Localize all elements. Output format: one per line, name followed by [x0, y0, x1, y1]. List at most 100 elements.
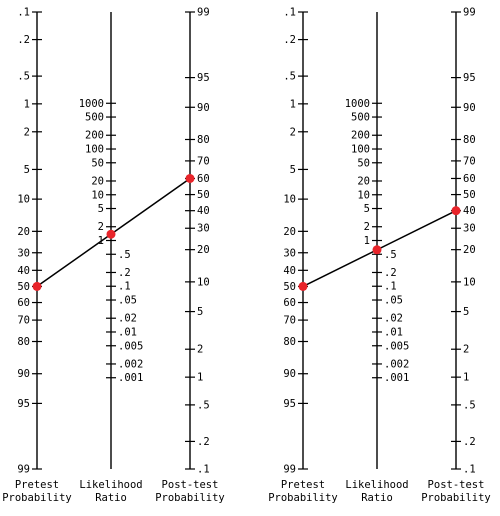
likelihood-tick-label: 1000 — [79, 98, 104, 110]
posttest-tick-label: 1 — [197, 372, 203, 384]
pretest-tick-label: 30 — [283, 247, 296, 259]
likelihood-tick-label: .2 — [118, 267, 131, 279]
likelihood-tick-label: 5 — [364, 203, 370, 215]
likelihood-tick-label: 200 — [85, 130, 104, 142]
likelihood-tick-label: .02 — [384, 313, 403, 325]
pretest-tick-label: 20 — [17, 226, 30, 238]
posttest-tick-label: 10 — [463, 276, 476, 288]
likelihood-tick-label: .005 — [118, 340, 143, 352]
pretest-tick-label: .1 — [17, 7, 30, 19]
posttest-tick-label: 90 — [463, 102, 476, 114]
pretest-tick-label: 99 — [17, 464, 30, 476]
posttest-tick-label: .5 — [197, 399, 210, 411]
posttest-tick-label: 5 — [197, 306, 203, 318]
pretest-axis-title-line-2: Probability — [268, 492, 338, 504]
likelihood-tick-label: .2 — [384, 267, 397, 279]
posttest-tick-label: 2 — [463, 344, 469, 356]
likelihood-axis-title-line-1: Likelihood — [345, 479, 408, 491]
pretest-marker — [32, 281, 42, 291]
pretest-tick-label: 1 — [290, 98, 296, 110]
pretest-tick-label: 95 — [17, 398, 30, 410]
pretest-tick-label: .2 — [17, 34, 30, 46]
pretest-tick-label: 60 — [17, 297, 30, 309]
likelihood-marker — [372, 245, 382, 255]
pretest-tick-label: 2 — [24, 126, 30, 138]
pretest-tick-label: 40 — [283, 265, 296, 277]
likelihood-tick-label: .01 — [118, 326, 137, 338]
posttest-tick-label: 20 — [463, 244, 476, 256]
likelihood-tick-label: .5 — [118, 249, 131, 261]
pretest-tick-label: 80 — [17, 336, 30, 348]
pretest-tick-label: 70 — [283, 315, 296, 327]
pretest-tick-label: 1 — [24, 98, 30, 110]
pretest-tick-label: 10 — [17, 194, 30, 206]
pretest-tick-label: .2 — [283, 34, 296, 46]
pretest-tick-label: 5 — [24, 164, 30, 176]
likelihood-marker — [106, 229, 116, 239]
pretest-tick-label: 80 — [283, 336, 296, 348]
pretest-tick-label: 5 — [290, 164, 296, 176]
posttest-tick-label: 40 — [197, 205, 210, 217]
pretest-tick-label: .5 — [17, 71, 30, 83]
likelihood-tick-label: .1 — [118, 281, 131, 293]
likelihood-tick-label: 100 — [85, 144, 104, 156]
posttest-tick-label: 50 — [463, 189, 476, 201]
likelihood-tick-label: 200 — [351, 130, 370, 142]
likelihood-tick-label: 500 — [351, 112, 370, 124]
nomogram-panel-2: .1 .2 .5 1 2 5 10 20 30 40 50 60 70 80 90 95 99 1000 500 20… — [268, 7, 491, 505]
pretest-tick-label: 20 — [283, 226, 296, 238]
posttest-axis-title-line-2: Probability — [155, 492, 225, 504]
posttest-tick-label: .2 — [463, 436, 476, 448]
likelihood-axis-title-line-2: Ratio — [361, 492, 393, 504]
likelihood-tick-label: .005 — [384, 340, 409, 352]
pretest-tick-label: 99 — [283, 464, 296, 476]
likelihood-tick-label: 100 — [351, 144, 370, 156]
likelihood-tick-label: 5 — [98, 203, 104, 215]
likelihood-tick-label: 10 — [91, 189, 104, 201]
posttest-axis-title-line-2: Probability — [421, 492, 491, 504]
likelihood-tick-label: .1 — [384, 281, 397, 293]
pretest-tick-label: 50 — [283, 281, 296, 293]
likelihood-tick-label: 1000 — [345, 98, 370, 110]
likelihood-tick-label: 10 — [357, 189, 370, 201]
likelihood-tick-label: .001 — [118, 372, 143, 384]
posttest-tick-label: 80 — [197, 134, 210, 146]
likelihood-tick-label: .05 — [118, 295, 137, 307]
posttest-tick-label: 2 — [197, 344, 203, 356]
posttest-tick-label: 1 — [463, 372, 469, 384]
likelihood-tick-label: .002 — [118, 358, 143, 370]
posttest-axis-title-line-1: Post-test — [162, 479, 219, 491]
likelihood-tick-label: 2 — [364, 221, 370, 233]
pretest-axis-title-line-2: Probability — [2, 492, 72, 504]
pretest-tick-label: 40 — [17, 265, 30, 277]
posttest-tick-label: 99 — [197, 7, 210, 19]
posttest-marker — [185, 173, 195, 183]
likelihood-tick-label: .01 — [384, 326, 403, 338]
posttest-tick-label: 30 — [197, 223, 210, 235]
likelihood-tick-label: 20 — [357, 175, 370, 187]
posttest-tick-label: .2 — [197, 436, 210, 448]
pretest-tick-label: .5 — [283, 71, 296, 83]
likelihood-tick-label: 2 — [98, 221, 104, 233]
pretest-tick-label: 90 — [283, 368, 296, 380]
pretest-tick-label: .1 — [283, 7, 296, 19]
pretest-tick-label: 10 — [283, 194, 296, 206]
posttest-tick-label: 10 — [197, 276, 210, 288]
posttest-tick-label: .1 — [463, 464, 476, 476]
pretest-axis-title-line-1: Pretest — [15, 479, 59, 491]
pretest-marker — [298, 281, 308, 291]
likelihood-axis-title-line-2: Ratio — [95, 492, 127, 504]
likelihood-tick-label: 500 — [85, 112, 104, 124]
pretest-tick-label: 50 — [17, 281, 30, 293]
posttest-tick-label: .1 — [197, 464, 210, 476]
posttest-tick-label: 90 — [197, 102, 210, 114]
posttest-marker — [451, 206, 461, 216]
likelihood-tick-label: 50 — [91, 157, 104, 169]
pretest-tick-label: 70 — [17, 315, 30, 327]
posttest-tick-label: 20 — [197, 244, 210, 256]
posttest-tick-label: 70 — [197, 155, 210, 167]
likelihood-tick-label: 20 — [91, 175, 104, 187]
pretest-tick-label: 30 — [17, 247, 30, 259]
posttest-tick-label: 60 — [197, 173, 210, 185]
